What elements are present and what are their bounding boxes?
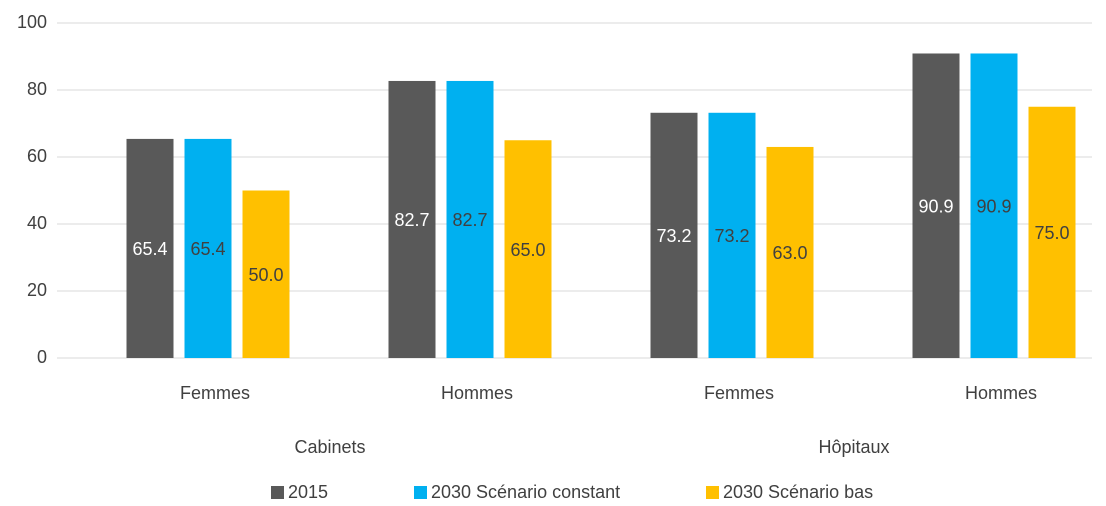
y-tick-label: 60 bbox=[27, 146, 47, 166]
data-label: 50.0 bbox=[248, 265, 283, 285]
bar bbox=[184, 138, 232, 358]
x-tick-label: Femmes bbox=[180, 383, 250, 403]
x-tick-label: Hommes bbox=[965, 383, 1037, 403]
y-tick-label: 0 bbox=[37, 347, 47, 367]
group-label: Hôpitaux bbox=[818, 437, 889, 457]
bar bbox=[650, 112, 698, 358]
data-label: 63.0 bbox=[772, 243, 807, 263]
legend-label: 2030 Scénario bas bbox=[723, 482, 873, 502]
data-label: 75.0 bbox=[1034, 223, 1069, 243]
bar bbox=[446, 80, 494, 358]
bar bbox=[912, 53, 960, 359]
data-label: 90.9 bbox=[918, 196, 953, 216]
bar bbox=[708, 112, 756, 358]
bar bbox=[970, 53, 1018, 359]
bar bbox=[242, 190, 290, 358]
data-label: 65.4 bbox=[132, 239, 167, 259]
data-label: 73.2 bbox=[714, 226, 749, 246]
legend-swatch bbox=[271, 486, 284, 499]
y-tick-label: 40 bbox=[27, 213, 47, 233]
data-label: 65.4 bbox=[190, 239, 225, 259]
y-tick-label: 80 bbox=[27, 79, 47, 99]
y-tick-label: 100 bbox=[17, 12, 47, 32]
bar bbox=[1028, 106, 1076, 358]
bar bbox=[126, 138, 174, 358]
legend-label: 2030 Scénario constant bbox=[431, 482, 620, 502]
x-tick-label: Hommes bbox=[441, 383, 513, 403]
y-tick-label: 20 bbox=[27, 280, 47, 300]
legend-swatch bbox=[414, 486, 427, 499]
data-label: 73.2 bbox=[656, 226, 691, 246]
bar bbox=[388, 80, 436, 358]
legend-swatch bbox=[706, 486, 719, 499]
data-label: 82.7 bbox=[394, 210, 429, 230]
group-label: Cabinets bbox=[294, 437, 365, 457]
data-label: 82.7 bbox=[452, 210, 487, 230]
bar bbox=[504, 140, 552, 358]
bar bbox=[766, 146, 814, 358]
data-label: 90.9 bbox=[976, 196, 1011, 216]
x-tick-label: Femmes bbox=[704, 383, 774, 403]
legend-label: 2015 bbox=[288, 482, 328, 502]
data-label: 65.0 bbox=[510, 240, 545, 260]
